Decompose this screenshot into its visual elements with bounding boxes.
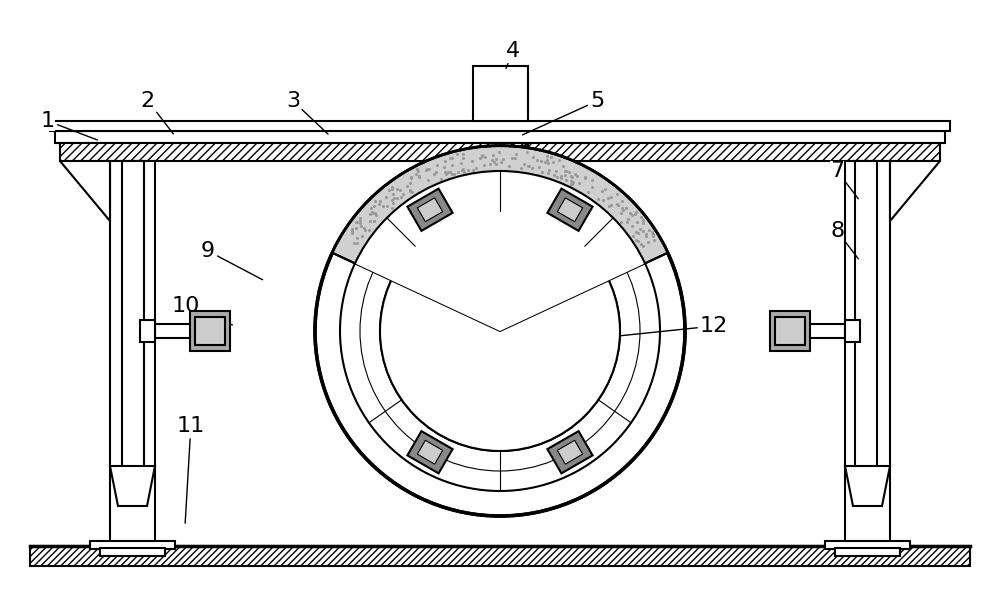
Bar	[155, 324, 195, 338]
Bar	[557, 198, 583, 222]
Text: 5: 5	[523, 91, 604, 135]
Bar	[825, 541, 910, 549]
Text: 3: 3	[286, 91, 328, 134]
Bar	[845, 320, 860, 342]
Bar	[417, 198, 443, 222]
Text: 6: 6	[533, 191, 594, 211]
Bar	[60, 143, 940, 161]
Polygon shape	[60, 161, 110, 221]
Polygon shape	[110, 466, 155, 506]
Bar	[488, 143, 512, 166]
Bar	[547, 431, 593, 473]
Bar	[770, 311, 810, 351]
Bar	[100, 548, 165, 556]
Bar	[195, 317, 225, 345]
Text: 10: 10	[172, 296, 232, 325]
Bar	[30, 546, 970, 566]
Bar	[417, 440, 443, 464]
Text: 7: 7	[830, 161, 858, 199]
Text: 8: 8	[830, 221, 858, 259]
Wedge shape	[355, 171, 645, 331]
Bar	[775, 317, 805, 345]
Bar	[835, 548, 900, 556]
Text: 12: 12	[573, 316, 728, 341]
Polygon shape	[510, 144, 528, 160]
Bar	[805, 324, 845, 338]
Text: 4: 4	[506, 41, 520, 69]
Polygon shape	[890, 161, 940, 221]
Bar	[90, 541, 175, 549]
Bar	[122, 161, 144, 496]
Bar	[50, 121, 950, 131]
Bar	[407, 189, 453, 231]
Bar	[473, 66, 528, 121]
Bar	[110, 161, 155, 546]
Circle shape	[380, 211, 620, 451]
Bar	[55, 131, 945, 143]
Wedge shape	[332, 146, 668, 331]
Text: 11: 11	[177, 416, 205, 523]
Bar	[547, 189, 593, 231]
Bar	[190, 311, 230, 351]
Text: 1: 1	[41, 111, 97, 140]
Bar	[845, 161, 890, 546]
Bar	[407, 431, 453, 473]
Bar	[855, 161, 877, 496]
Text: 9: 9	[201, 241, 263, 280]
Bar	[557, 440, 583, 464]
Polygon shape	[845, 466, 890, 506]
Bar	[140, 320, 155, 342]
Text: 2: 2	[141, 91, 173, 134]
Circle shape	[380, 211, 620, 451]
